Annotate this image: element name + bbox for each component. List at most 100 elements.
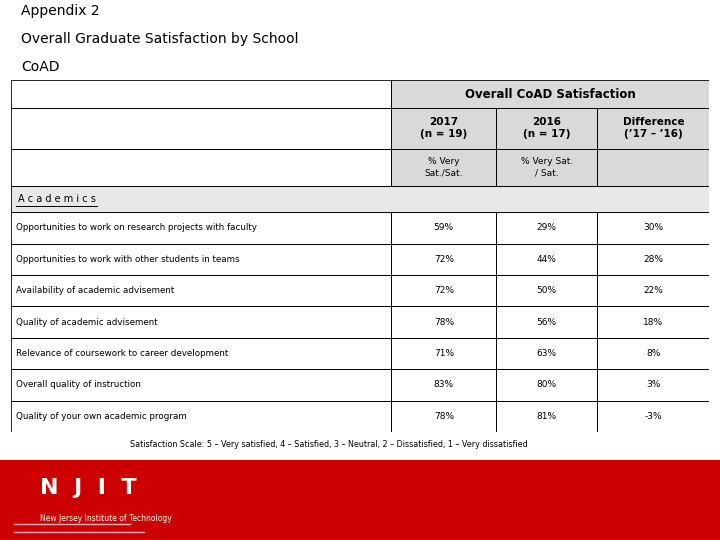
Bar — [392, 401, 496, 432]
Bar — [392, 149, 496, 186]
Bar — [496, 108, 598, 149]
Bar — [496, 275, 598, 306]
Bar — [496, 244, 598, 275]
Text: 59%: 59% — [433, 224, 454, 232]
Bar — [11, 244, 392, 275]
Bar — [496, 212, 598, 244]
Text: Quality of academic advisement: Quality of academic advisement — [17, 318, 158, 327]
Bar — [11, 244, 392, 275]
Bar — [496, 401, 598, 432]
Text: -3%: -3% — [644, 412, 662, 421]
Bar — [496, 401, 598, 432]
Bar — [11, 108, 392, 149]
Text: 78%: 78% — [433, 412, 454, 421]
Bar — [392, 212, 496, 244]
Text: New Jersey Institute of Technology: New Jersey Institute of Technology — [40, 515, 171, 523]
Bar — [598, 244, 709, 275]
Bar — [598, 275, 709, 306]
Bar — [392, 108, 496, 149]
Bar — [392, 275, 496, 306]
Text: 80%: 80% — [536, 380, 557, 389]
Bar — [598, 306, 709, 338]
Bar — [598, 338, 709, 369]
Bar — [392, 80, 709, 108]
Text: Availability of academic advisement: Availability of academic advisement — [17, 286, 175, 295]
Text: CoAD: CoAD — [22, 60, 60, 74]
Text: Overall quality of instruction: Overall quality of instruction — [17, 380, 141, 389]
Bar — [598, 244, 709, 275]
Bar — [392, 338, 496, 369]
Text: A c a d e m i c s: A c a d e m i c s — [18, 194, 96, 204]
Bar — [598, 401, 709, 432]
Bar — [11, 275, 392, 306]
Text: 44%: 44% — [537, 255, 557, 264]
Text: 30%: 30% — [643, 224, 663, 232]
Bar — [496, 369, 598, 401]
Bar — [11, 212, 392, 244]
Bar — [392, 369, 496, 401]
Bar — [598, 306, 709, 338]
Text: 83%: 83% — [433, 380, 454, 389]
Bar — [11, 275, 392, 306]
Bar — [392, 212, 496, 244]
Bar — [392, 80, 709, 108]
Bar — [392, 108, 496, 149]
Bar — [392, 244, 496, 275]
Bar — [392, 244, 496, 275]
Bar — [496, 275, 598, 306]
Bar — [11, 306, 392, 338]
Text: N  J  I  T: N J I T — [40, 477, 136, 497]
Text: 29%: 29% — [537, 224, 557, 232]
Text: 72%: 72% — [434, 286, 454, 295]
Bar — [598, 338, 709, 369]
Text: 71%: 71% — [433, 349, 454, 358]
Bar — [598, 369, 709, 401]
Bar — [598, 149, 709, 186]
Bar — [11, 149, 392, 186]
Bar — [496, 306, 598, 338]
Bar — [11, 401, 392, 432]
Bar — [392, 401, 496, 432]
Text: Overall CoAD Satisfaction: Overall CoAD Satisfaction — [465, 87, 636, 100]
Bar — [496, 306, 598, 338]
Bar — [11, 369, 392, 401]
Text: 18%: 18% — [643, 318, 663, 327]
Bar — [392, 275, 496, 306]
Bar — [392, 306, 496, 338]
Bar — [11, 80, 392, 108]
Bar — [392, 306, 496, 338]
Text: Difference
(’17 – ’16): Difference (’17 – ’16) — [623, 118, 684, 139]
Bar — [496, 149, 598, 186]
Text: 2017
(n = 19): 2017 (n = 19) — [420, 118, 467, 139]
Text: Opportunities to work on research projects with faculty: Opportunities to work on research projec… — [17, 224, 257, 232]
Bar — [392, 149, 496, 186]
Bar — [11, 186, 709, 212]
Bar — [598, 401, 709, 432]
Bar — [392, 369, 496, 401]
Text: 78%: 78% — [433, 318, 454, 327]
Bar — [11, 149, 392, 186]
Text: % Very
Sat./Sat.: % Very Sat./Sat. — [425, 158, 463, 177]
Text: Relevance of coursework to career development: Relevance of coursework to career develo… — [17, 349, 229, 358]
Bar — [11, 369, 392, 401]
Bar — [11, 338, 392, 369]
Text: Satisfaction Scale: 5 – Very satisfied, 4 – Satisfied, 3 – Neutral, 2 – Dissatis: Satisfaction Scale: 5 – Very satisfied, … — [130, 441, 527, 449]
Bar — [11, 338, 392, 369]
Bar — [496, 338, 598, 369]
Text: 63%: 63% — [536, 349, 557, 358]
Text: Overall Graduate Satisfaction by School: Overall Graduate Satisfaction by School — [22, 32, 299, 46]
Bar — [496, 108, 598, 149]
Bar — [496, 212, 598, 244]
Text: Opportunities to work with other students in teams: Opportunities to work with other student… — [17, 255, 240, 264]
Bar — [598, 275, 709, 306]
Text: 50%: 50% — [536, 286, 557, 295]
Bar — [496, 149, 598, 186]
Bar — [598, 212, 709, 244]
Text: 2016
(n = 17): 2016 (n = 17) — [523, 118, 570, 139]
Text: 3%: 3% — [646, 380, 660, 389]
Bar — [598, 149, 709, 186]
Bar — [496, 338, 598, 369]
Text: 22%: 22% — [644, 286, 663, 295]
Bar — [496, 369, 598, 401]
Bar — [11, 108, 392, 149]
